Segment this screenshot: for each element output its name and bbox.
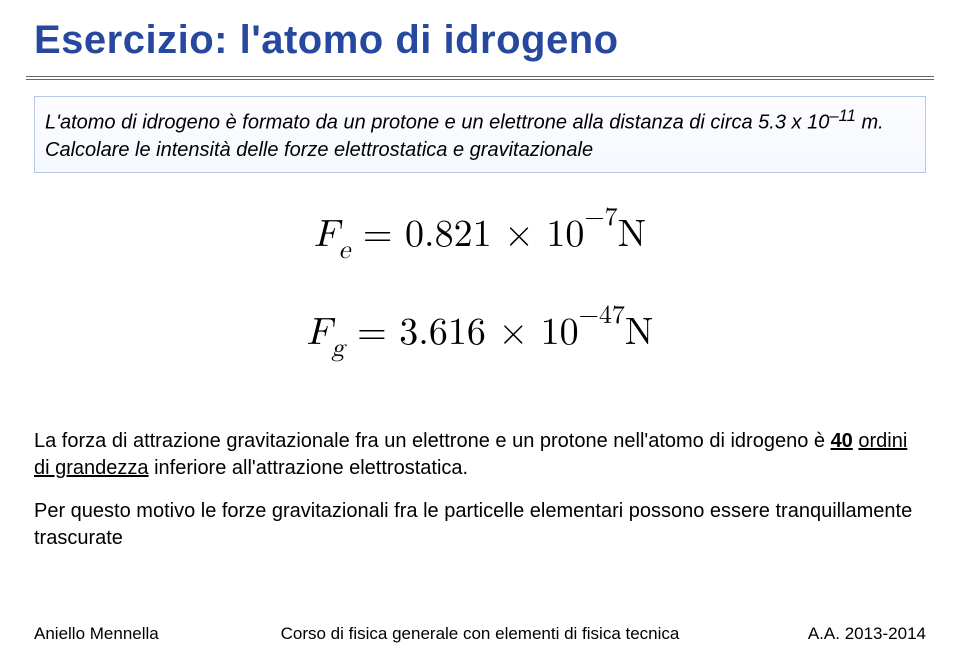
eq1-unit: N (618, 216, 647, 254)
sum2-text: Per questo motivo le forze gravitazional… (34, 500, 912, 549)
summary-paragraph-2: Per questo motivo le forze gravitazional… (34, 498, 926, 552)
eq2-sub: g (331, 336, 344, 362)
sum1-a: La forza di attrazione gravitazionale fr… (34, 430, 831, 452)
eq2-exp: −47 (579, 303, 625, 329)
title-rule (26, 76, 934, 80)
eq2-base: 10 (528, 314, 579, 352)
footer-course: Corso di fisica generale con elementi di… (0, 624, 960, 644)
eq1-base: 10 (534, 216, 585, 254)
eq1-sub: e (339, 238, 351, 264)
eq2-val: 3.616 (399, 314, 498, 352)
eq1-times: × (504, 216, 534, 254)
eq1-eq: = (350, 216, 405, 254)
intro-distance-unit: m. (856, 112, 884, 134)
problem-statement-box: L'atomo di idrogeno è formato da un prot… (34, 96, 926, 173)
intro-distance-exp: –11 (829, 106, 856, 125)
eq1-exp: −7 (584, 205, 617, 231)
equation-electric-force: Fe = 0.821 × 10−7N (0, 212, 960, 258)
intro-line2: Calcolare le intensità delle forze elett… (45, 139, 593, 161)
equation-gravitational-force: Fg = 3.616 × 10−47N (0, 310, 960, 356)
intro-distance-value: 5.3 x 10 (758, 112, 829, 134)
summary-paragraph-1: La forza di attrazione gravitazionale fr… (34, 428, 926, 482)
eq1-val: 0.821 (405, 216, 504, 254)
eq2-eq: = (344, 314, 399, 352)
intro-line1: L'atomo di idrogeno è formato da un prot… (45, 112, 753, 134)
eq2-var: F (307, 314, 332, 352)
sum1-b: inferiore all'attrazione elettrostatica. (149, 457, 469, 479)
eq2-unit: N (625, 314, 654, 352)
eq1-var: F (314, 216, 339, 254)
page-title: Esercizio: l'atomo di idrogeno (34, 18, 619, 63)
eq2-times: × (498, 314, 528, 352)
sum1-bold: 40 (831, 430, 853, 452)
